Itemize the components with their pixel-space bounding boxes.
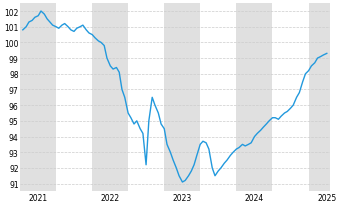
Bar [20,4,56,192]
Bar [92,4,128,192]
Bar [164,4,200,192]
Bar [236,4,272,192]
Bar [309,4,329,192]
